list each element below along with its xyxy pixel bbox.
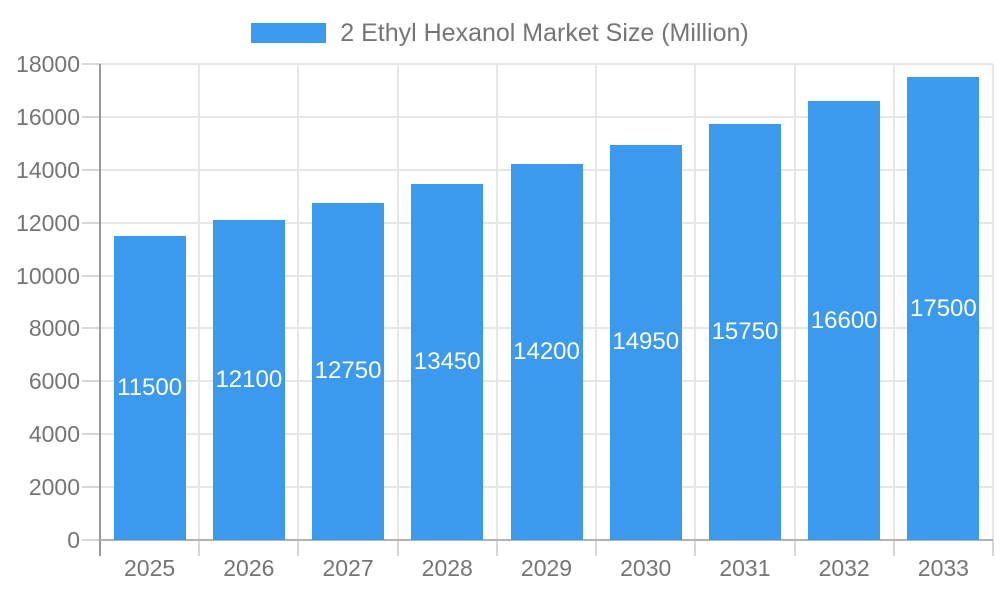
y-axis-label: 4000	[28, 421, 80, 448]
x-axis-label: 2027	[322, 555, 374, 581]
x-axis-label: 2030	[620, 555, 672, 581]
x-axis-label: 2032	[818, 555, 870, 581]
bar-value-label: 15750	[711, 317, 779, 345]
bar-value-label: 14950	[612, 328, 680, 356]
x-axis-tick	[396, 540, 399, 556]
x-axis-label: 2031	[719, 555, 771, 581]
bar-2027[interactable]	[312, 202, 385, 540]
x-axis-tick	[793, 540, 796, 556]
y-axis-tick	[82, 221, 100, 224]
bar-2030[interactable]	[609, 144, 682, 540]
bar-value-label: 16600	[810, 306, 878, 334]
bar-value-label: 14200	[513, 338, 580, 366]
x-axis-tick	[892, 540, 895, 556]
bar-2026[interactable]	[212, 220, 285, 540]
legend-swatch	[251, 23, 327, 43]
y-axis-label: 2000	[28, 474, 80, 501]
x-gridline	[992, 64, 994, 540]
y-axis-label: 14000	[16, 156, 80, 183]
bar-value-label: 13450	[413, 348, 481, 376]
x-gridline	[297, 64, 300, 540]
x-axis-label: 2033	[917, 555, 969, 581]
x-axis-label: 2029	[520, 555, 573, 581]
bar-2033[interactable]	[907, 77, 980, 540]
x-axis-tick	[198, 540, 201, 556]
x-gridline	[198, 64, 201, 540]
bar-value-label: 12750	[314, 357, 382, 385]
y-axis-tick	[82, 486, 100, 489]
x-axis-tick	[595, 540, 598, 556]
y-axis-tick	[82, 168, 100, 171]
y-gridline	[100, 115, 993, 118]
x-gridline	[495, 64, 498, 540]
x-axis-label: 2025	[124, 555, 176, 581]
x-gridline	[396, 64, 399, 540]
y-axis-tick	[82, 63, 100, 65]
y-axis-label: 0	[67, 527, 80, 553]
x-axis-tick	[297, 540, 300, 556]
bar-2032[interactable]	[808, 101, 881, 540]
bar-value-label: 11500	[117, 373, 183, 401]
y-axis-tick	[82, 274, 100, 277]
bar-2025[interactable]	[113, 235, 186, 540]
x-axis-tick	[694, 540, 697, 556]
x-axis-label: 2026	[223, 555, 275, 581]
x-gridline	[694, 64, 697, 540]
x-axis-tick	[495, 540, 498, 556]
y-axis-label: 18000	[16, 51, 80, 77]
bar-value-label: 17500	[910, 294, 977, 322]
bar-2028[interactable]	[411, 184, 484, 540]
y-axis-line	[99, 64, 101, 556]
y-axis-tick	[82, 539, 100, 541]
y-axis-label: 10000	[16, 262, 80, 289]
bar-value-label: 12100	[215, 366, 283, 393]
y-axis-tick	[82, 115, 100, 118]
x-gridline	[892, 64, 895, 540]
y-axis-tick	[82, 380, 100, 383]
bar-2031[interactable]	[708, 123, 781, 540]
y-axis-tick	[82, 327, 100, 330]
y-axis-label: 16000	[16, 103, 80, 130]
y-axis-label: 6000	[28, 368, 80, 395]
y-axis-tick	[82, 433, 100, 436]
y-axis-label: 8000	[28, 315, 80, 342]
x-gridline	[793, 64, 796, 540]
x-axis-tick	[992, 540, 994, 556]
chart-legend[interactable]: 2 Ethyl Hexanol Market Size (Million)	[0, 20, 1000, 46]
x-axis-label: 2028	[421, 555, 473, 581]
y-axis-label: 12000	[16, 209, 80, 236]
y-gridline	[100, 63, 993, 65]
legend-label: 2 Ethyl Hexanol Market Size (Million)	[340, 19, 749, 47]
x-axis-line	[100, 539, 993, 541]
bar-2029[interactable]	[510, 164, 583, 540]
x-gridline	[595, 64, 598, 540]
